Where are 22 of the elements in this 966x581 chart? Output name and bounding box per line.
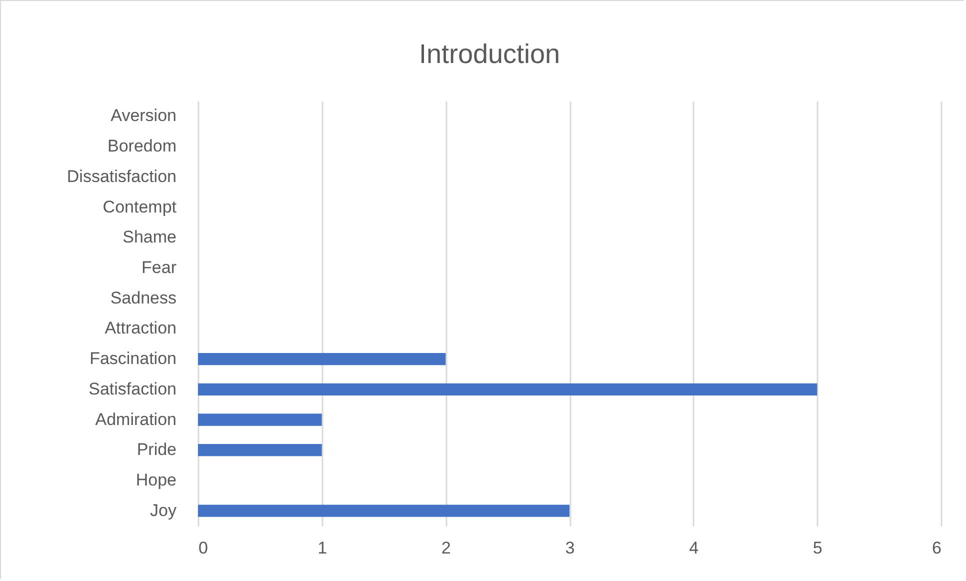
y-tick-label: Boredom [108, 136, 176, 156]
x-tick-label: 5 [812, 538, 822, 558]
y-tick-label: Attraction [104, 318, 176, 338]
y-tick-label: Pride [136, 440, 176, 460]
y-tick-label: Satisfaction [88, 379, 176, 398]
y-tick-label: Fear [142, 258, 177, 277]
y-tick-label: Fascination [90, 349, 176, 368]
x-tick-label: 2 [441, 538, 451, 558]
y-tick-label: Joy [150, 500, 177, 520]
y-tick-label: Contempt [102, 197, 177, 216]
x-tick-label: 0 [198, 538, 208, 558]
x-tick-label: 3 [565, 538, 575, 558]
y-tick-label: Sadness [110, 288, 176, 308]
x-tick-label: 4 [689, 538, 699, 558]
x-tick-label: 6 [932, 538, 942, 558]
y-tick-label: Hope [136, 470, 176, 490]
x-tick-label: 1 [318, 538, 328, 558]
chart-title: Introduction [418, 39, 560, 69]
y-tick-label: Dissatisfaction [66, 166, 176, 186]
y-tick-label: Aversion [110, 106, 176, 126]
y-tick-label: Admiration [95, 410, 176, 429]
y-tick-label: Shame [122, 228, 176, 247]
